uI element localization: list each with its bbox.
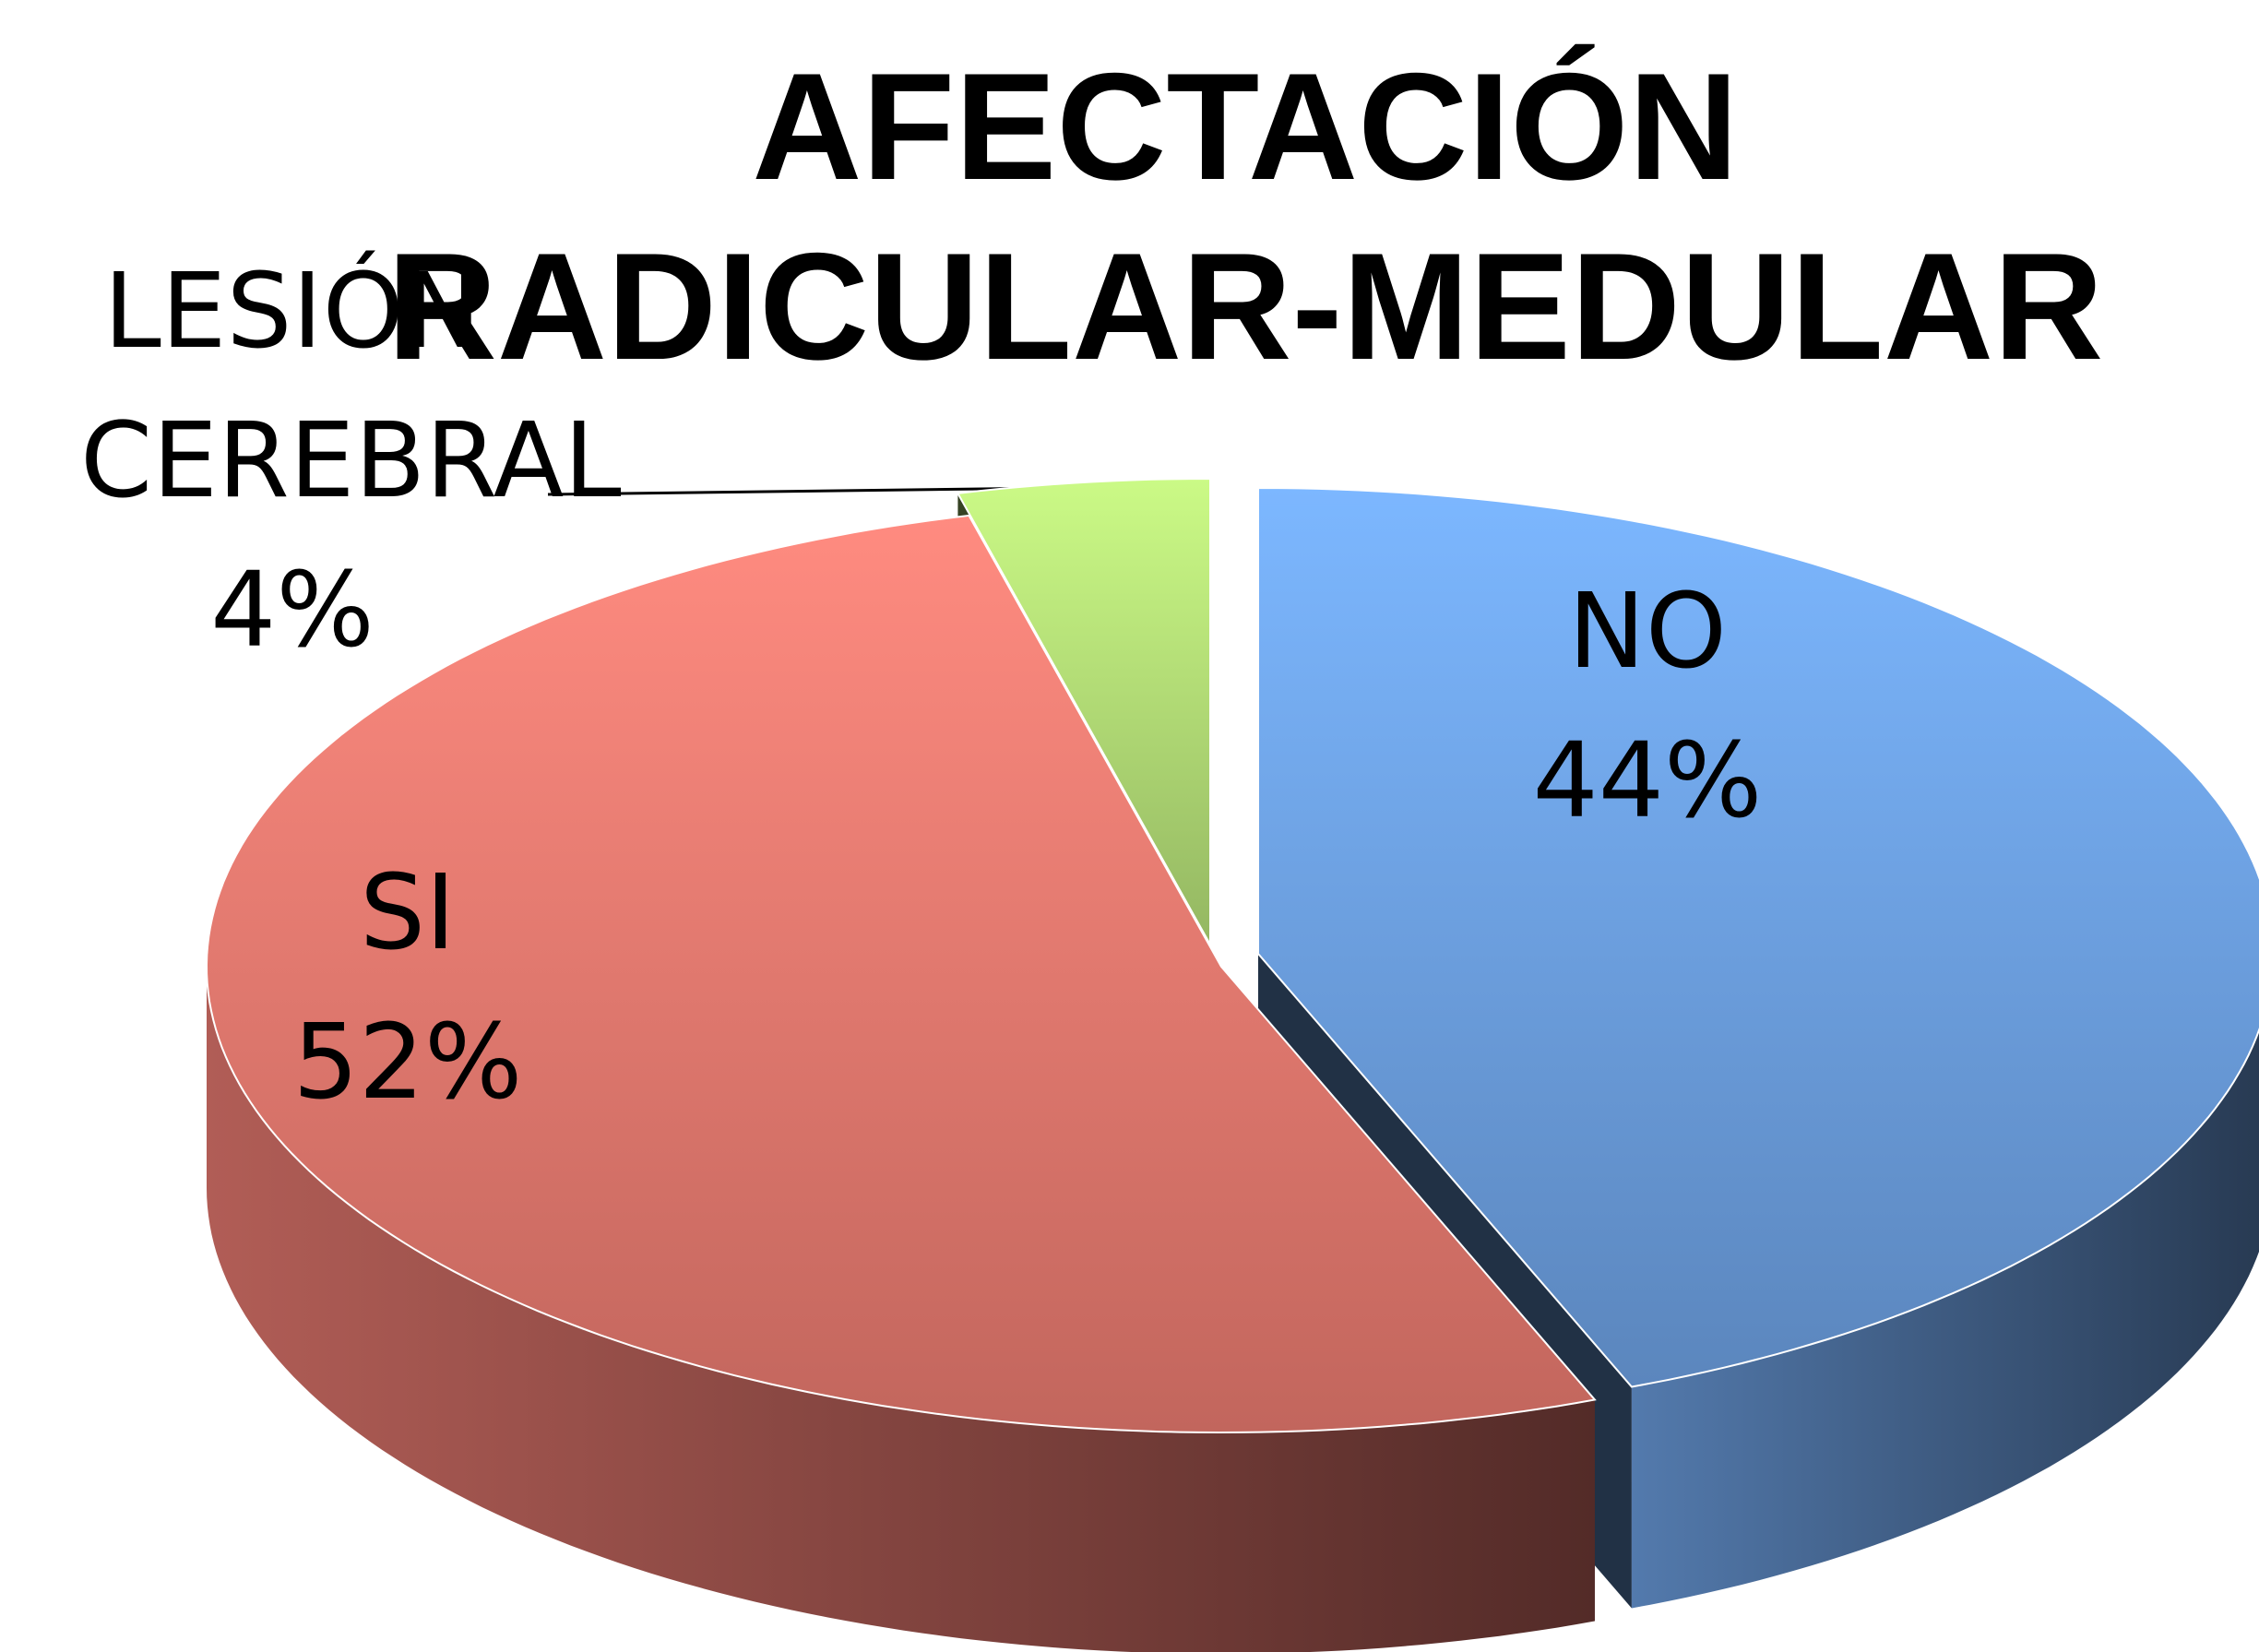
value-label: 52% (292, 1003, 523, 1123)
pie-slice (1257, 486, 2259, 1388)
category-label: LESIÓN CEREBRAL (80, 252, 622, 521)
value-label: 44% (1532, 721, 1763, 841)
pie-slice (956, 477, 1211, 948)
category-label: SI (359, 853, 457, 973)
chart-title: AFECTACIÓN RADICULAR-MEDULAR (386, 42, 2104, 391)
slice-wall (207, 967, 1595, 1652)
data-label: NO 44% (1463, 557, 1832, 856)
value-label: 4% (210, 551, 375, 671)
data-label: SI 52% (223, 838, 592, 1137)
slice-wall (1631, 1029, 2259, 1609)
data-label: LESIÓN CEREBRAL 4% (80, 237, 622, 685)
pie-slice (205, 514, 1597, 1434)
category-label: NO (1568, 572, 1727, 692)
